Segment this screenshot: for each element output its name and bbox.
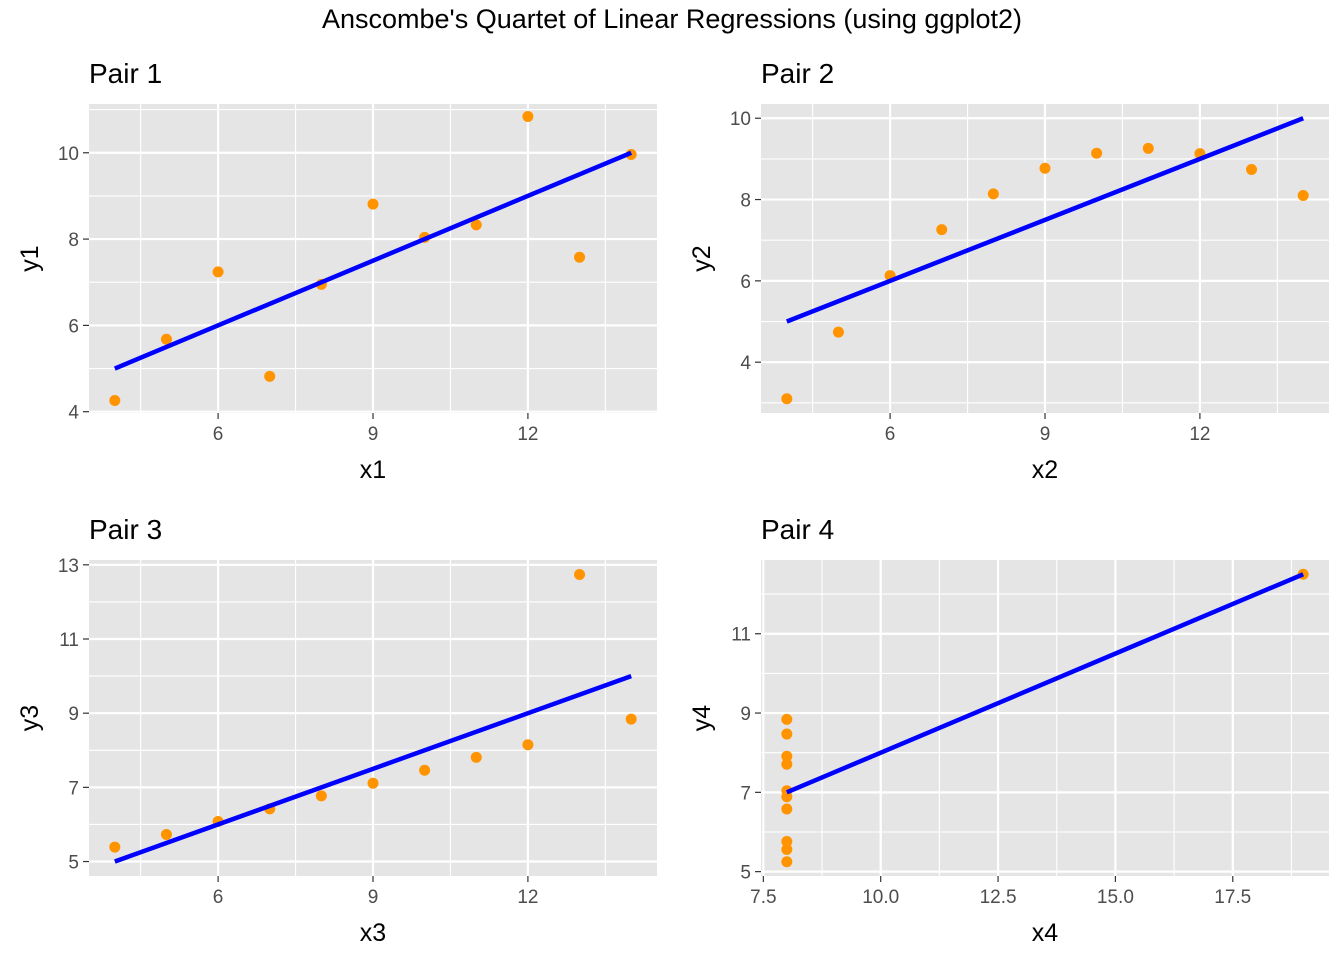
x-axis-label: x4 [1032, 919, 1059, 947]
y-tick-label: 9 [68, 704, 79, 725]
panel-title: Pair 1 [89, 58, 162, 89]
y-tick-label: 6 [68, 316, 79, 337]
y-tick-label: 6 [740, 272, 751, 293]
x-tick-label: 15.0 [1097, 887, 1134, 908]
x-tick-label: 7.5 [750, 887, 776, 908]
x-tick-label: 12 [517, 424, 538, 445]
pair-4-svg: Pair 4 7.5 10.0 12.5 15.0 17.5 5 7 9 11 x4 y4 [688, 514, 1329, 947]
y-tick-label: 8 [740, 191, 751, 212]
y-tick-label: 13 [58, 556, 79, 577]
data-point [315, 790, 327, 802]
x-tick-label: 9 [368, 887, 379, 908]
figure-title: Anscombe's Quartet of Linear Regressions… [321, 4, 1023, 34]
data-point [832, 326, 844, 338]
data-point [781, 791, 793, 803]
x-tick-label: 10.0 [862, 887, 899, 908]
data-point [781, 836, 793, 848]
data-point [574, 251, 586, 263]
regression-line [785, 572, 1305, 795]
y-tick-label: 11 [59, 630, 79, 651]
data-point [781, 393, 793, 405]
data-point [367, 777, 379, 789]
data-point [987, 188, 999, 200]
panel-title: Pair 2 [761, 58, 834, 89]
data-point [781, 843, 793, 855]
regression-line [785, 116, 1305, 324]
data-point [522, 739, 534, 751]
y-tick-label: 9 [740, 704, 751, 725]
x-tick-label: 9 [1040, 424, 1051, 445]
data-point [1142, 142, 1154, 154]
panel-background [761, 560, 1329, 876]
x-axis-label: x3 [360, 919, 386, 947]
data-point [1039, 162, 1051, 174]
pair-1-plot: Pair 1 6 9 12 4 6 8 10 x1 y1 [0, 52, 672, 492]
data-point [367, 198, 379, 210]
x-axis-label: x1 [360, 456, 386, 484]
data-point [470, 751, 482, 763]
data-point [419, 764, 431, 776]
data-point [781, 758, 793, 770]
y-axis-label: y4 [688, 705, 716, 732]
data-point [160, 333, 172, 345]
x-tick-label: 6 [885, 424, 896, 445]
pair-2-svg: Pair 2 6 9 12 4 6 8 10 x2 y2 [688, 58, 1329, 484]
data-point [212, 266, 224, 278]
y-tick-label: 4 [740, 353, 751, 374]
x-tick-label: 9 [368, 424, 379, 445]
pair-4-plot: Pair 4 7.5 10.0 12.5 15.0 17.5 5 7 9 11 x4 y4 [672, 508, 1344, 960]
y-tick-label: 5 [740, 863, 751, 884]
pair-3-plot: Pair 3 6 9 12 5 7 9 11 13 x3 y3 [0, 508, 672, 960]
x-tick-label: 6 [213, 424, 224, 445]
y-tick-label: 10 [58, 144, 79, 165]
data-point [781, 728, 793, 740]
y-tick-label: 5 [68, 853, 79, 874]
data-point [522, 111, 534, 123]
pair-1-svg: Pair 1 6 9 12 4 6 8 10 x1 y1 [16, 58, 657, 484]
data-point [781, 803, 793, 815]
data-point [264, 370, 276, 382]
x-axis-label: x2 [1032, 456, 1058, 484]
data-point [625, 713, 637, 725]
x-tick-label: 12 [1189, 424, 1210, 445]
regression-line [114, 673, 632, 864]
y-tick-label: 10 [730, 109, 751, 130]
data-point [1297, 189, 1309, 201]
data-point [470, 219, 482, 231]
data-point [781, 856, 793, 868]
y-axis-label: y1 [16, 245, 44, 271]
data-point [1246, 163, 1258, 175]
y-axis-label: y3 [16, 705, 44, 731]
x-tick-label: 12.5 [980, 887, 1017, 908]
data-point [781, 750, 793, 762]
y-tick-label: 11 [731, 625, 751, 646]
data-point [574, 568, 586, 580]
regression-line [113, 150, 633, 371]
x-tick-label: 12 [517, 887, 538, 908]
x-tick-label: 6 [213, 887, 224, 908]
data-point [109, 841, 121, 853]
panel-title: Pair 3 [89, 514, 162, 545]
data-point [1091, 147, 1103, 159]
pair-2-plot: Pair 2 6 9 12 4 6 8 10 x2 y2 [672, 52, 1344, 492]
data-point [160, 828, 172, 840]
y-axis-label: y2 [688, 245, 716, 271]
panel-title: Pair 4 [761, 514, 834, 545]
x-tick-label: 17.5 [1214, 887, 1251, 908]
y-tick-label: 4 [68, 403, 79, 424]
data-point [781, 713, 793, 725]
y-tick-label: 7 [68, 778, 79, 799]
data-point [109, 394, 121, 406]
y-tick-label: 8 [68, 230, 79, 251]
data-point [936, 224, 948, 236]
y-tick-label: 7 [740, 783, 751, 804]
pair-3-svg: Pair 3 6 9 12 5 7 9 11 13 x3 y3 [16, 514, 657, 947]
